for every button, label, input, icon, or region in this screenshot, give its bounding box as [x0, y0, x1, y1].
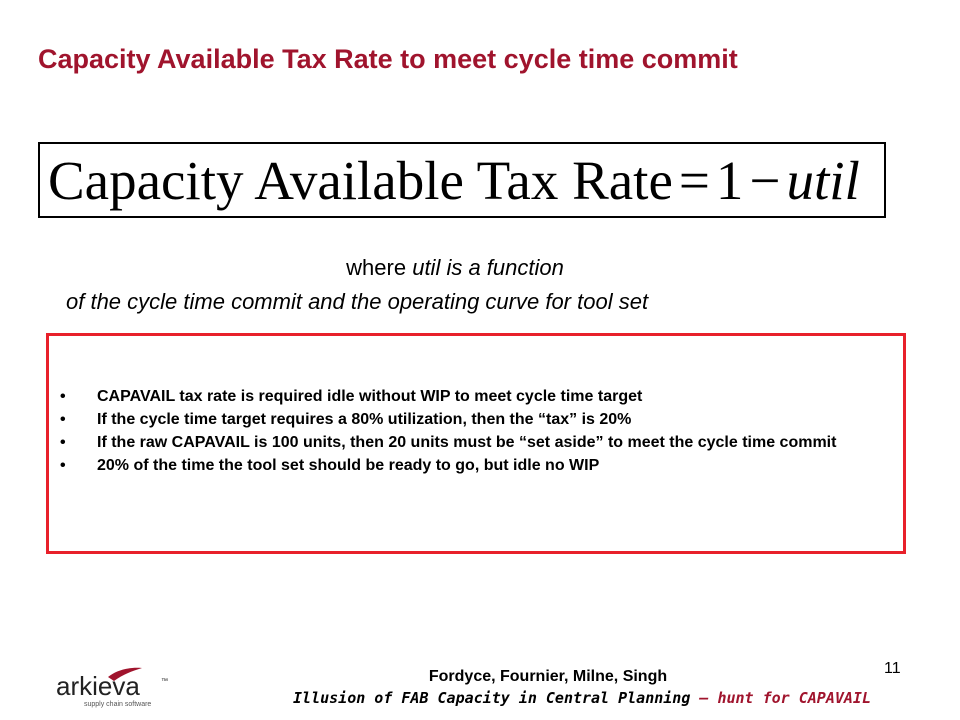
bullet-text: 20% of the time the tool set should be r…: [97, 457, 600, 474]
where-rest: is a function: [440, 255, 564, 280]
bullet-item: • 20% of the time the tool set should be …: [57, 454, 897, 477]
where-line-1: where util is a function: [0, 255, 910, 281]
bullet-item: • If the cycle time target requires a 80%…: [57, 408, 897, 431]
bullet-text: CAPAVAIL tax rate is required idle witho…: [97, 388, 643, 405]
formula-lhs: Capacity Available Tax Rate: [48, 149, 673, 211]
footer-subtitle: Illusion of FAB Capacity in Central Plan…: [293, 689, 871, 707]
logo-tagline: supply chain software: [84, 701, 151, 708]
logo-swoosh-icon: [108, 667, 142, 681]
where-prefix: where: [346, 255, 413, 280]
bullet-text: If the raw CAPAVAIL is 100 units, then 2…: [97, 434, 837, 451]
bullet-dot-icon: •: [60, 411, 66, 428]
page-number: 11: [884, 660, 901, 677]
bullet-dot-icon: •: [60, 388, 66, 405]
bullet-item: • CAPAVAIL tax rate is required idle with…: [57, 385, 897, 408]
where-line-2: of the cycle time commit and the operati…: [66, 289, 649, 314]
bullet-text: If the cycle time target requires a 80% …: [97, 411, 632, 428]
formula-var: util: [786, 149, 860, 211]
arkieva-logo: arkieva ™ supply chain software: [56, 667, 168, 708]
bullet-list: • CAPAVAIL tax rate is required idle with…: [57, 385, 897, 477]
formula-minus: −: [749, 149, 781, 211]
where-var: util: [412, 255, 441, 280]
formula-equals: =: [678, 149, 710, 211]
bullet-dot-icon: •: [60, 457, 66, 474]
formula-one: 1: [715, 149, 744, 211]
formula: Capacity Available Tax Rate = 1− util: [48, 153, 860, 208]
slide-title: Capacity Available Tax Rate to meet cycl…: [38, 44, 738, 74]
formula-box: Capacity Available Tax Rate = 1− util: [38, 142, 886, 218]
bullet-item: • If the raw CAPAVAIL is 100 units, then …: [57, 431, 897, 454]
logo-tm: ™: [161, 678, 168, 685]
footer-subtitle-main: Illusion of FAB Capacity in Central Plan…: [293, 689, 691, 707]
footer-authors: Fordyce, Fournier, Milne, Singh: [428, 668, 668, 685]
footer-subtitle-accent: – hunt for CAPAVAIL: [690, 689, 871, 707]
bullet-box: • CAPAVAIL tax rate is required idle with…: [46, 333, 906, 554]
logo-wordmark: arkieva: [56, 671, 140, 701]
bullet-dot-icon: •: [60, 434, 66, 451]
